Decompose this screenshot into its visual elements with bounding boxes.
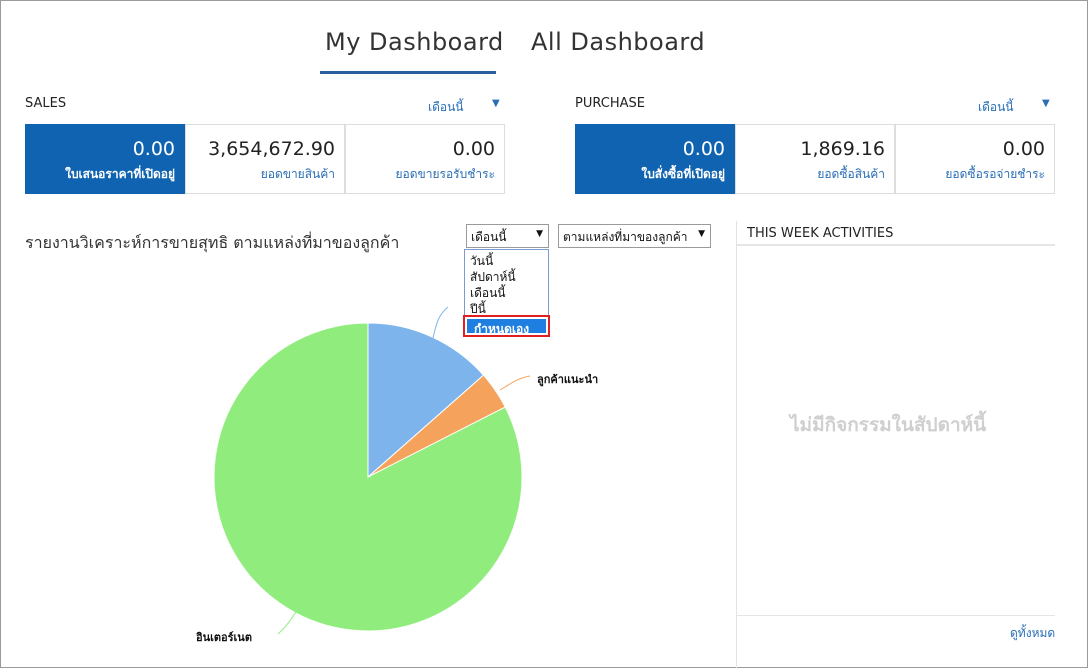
- activities-panel: [736, 221, 1057, 668]
- tile-value: 1,869.16: [800, 138, 885, 160]
- report-period-select[interactable]: เดือนนี้ ▼: [466, 224, 549, 248]
- activities-divider: [737, 244, 1055, 246]
- report-title: รายงานวิเคราะห์การขายสุทธิ ตามแหล่งที่มา…: [25, 233, 400, 252]
- tile-value: 0.00: [132, 138, 175, 160]
- dropdown-arrow-icon: ▼: [536, 229, 543, 239]
- purchase-tile-purchase-amount[interactable]: 1,869.16 ยอดซื้อสินค้า: [735, 124, 895, 194]
- sales-period-select[interactable]: เดือนนี้: [428, 100, 464, 114]
- tile-value: 3,654,672.90: [208, 138, 335, 160]
- period-option-custom-label: กำหนดเอง: [474, 322, 530, 336]
- sales-period-caret-icon[interactable]: ▼: [492, 98, 500, 109]
- active-tab-underline: [320, 71, 496, 74]
- tile-label: ยอดซื้อสินค้า: [817, 167, 885, 181]
- activities-footer-divider: [737, 615, 1055, 616]
- purchase-tile-open-orders[interactable]: 0.00 ใบสั่งซื้อที่เปิดอยู่: [575, 124, 735, 194]
- connector-line-slice-2: [499, 375, 531, 391]
- sales-tile-open-quotations[interactable]: 0.00 ใบเสนอราคาที่เปิดอยู่: [25, 124, 185, 194]
- purchase-title: PURCHASE: [575, 96, 645, 111]
- tile-value: 0.00: [682, 138, 725, 160]
- tab-my-dashboard[interactable]: My Dashboard: [325, 28, 504, 56]
- report-source-select-value: ตามแหล่งที่มาของลูกค้า: [563, 230, 688, 244]
- period-option-this-year[interactable]: ปีนี้: [470, 302, 486, 316]
- tile-value: 0.00: [452, 138, 495, 160]
- period-option-custom-highlight[interactable]: กำหนดเอง: [463, 315, 550, 337]
- dropdown-arrow-icon: ▼: [698, 229, 705, 239]
- pie-slice-1[interactable]: [367, 322, 485, 479]
- purchase-period-select[interactable]: เดือนนี้: [978, 100, 1014, 114]
- sales-title: SALES: [25, 96, 67, 111]
- tab-all-dashboard[interactable]: All Dashboard: [531, 28, 706, 56]
- tile-label: ใบเสนอราคาที่เปิดอยู่: [65, 167, 175, 181]
- period-option-today[interactable]: วันนี้: [470, 254, 494, 268]
- tile-label: ใบสั่งซื้อที่เปิดอยู่: [641, 167, 725, 181]
- view-all-activities-link[interactable]: ดูทั้งหมด: [1010, 626, 1056, 640]
- connector-line-slice-1: [432, 306, 449, 339]
- tile-value: 0.00: [1002, 138, 1045, 160]
- report-source-select[interactable]: ตามแหล่งที่มาของลูกค้า ▼: [558, 224, 711, 248]
- tile-label: ยอดซื้อรอจ่ายชำระ: [945, 167, 1045, 181]
- activities-empty-message: ไม่มีกิจกรรมในสัปดาห์นี้: [790, 414, 987, 436]
- sales-tile-sales-amount[interactable]: 3,654,672.90 ยอดขายสินค้า: [185, 124, 345, 194]
- purchase-period-caret-icon[interactable]: ▼: [1042, 98, 1050, 109]
- connector-line-slice-3: [277, 605, 301, 635]
- activities-title: THIS WEEK ACTIVITIES: [747, 226, 894, 241]
- tile-label: ยอดขายรอรับชำระ: [395, 167, 496, 181]
- purchase-tile-payable[interactable]: 0.00 ยอดซื้อรอจ่ายชำระ: [895, 124, 1055, 194]
- period-option-this-week[interactable]: สัปดาห์นี้: [470, 270, 516, 284]
- period-option-custom[interactable]: กำหนดเอง: [467, 319, 546, 336]
- pie-slice-3[interactable]: [213, 322, 523, 632]
- pie-label-referral: ลูกค้าแนะนำ: [537, 373, 599, 386]
- pie-label-internet: อินเตอร์เนต: [196, 631, 252, 644]
- report-period-select-value: เดือนนี้: [471, 230, 507, 244]
- period-option-this-month[interactable]: เดือนนี้: [470, 286, 506, 300]
- tile-label: ยอดขายสินค้า: [260, 167, 335, 181]
- sales-tile-receivable[interactable]: 0.00 ยอดขายรอรับชำระ: [345, 124, 505, 194]
